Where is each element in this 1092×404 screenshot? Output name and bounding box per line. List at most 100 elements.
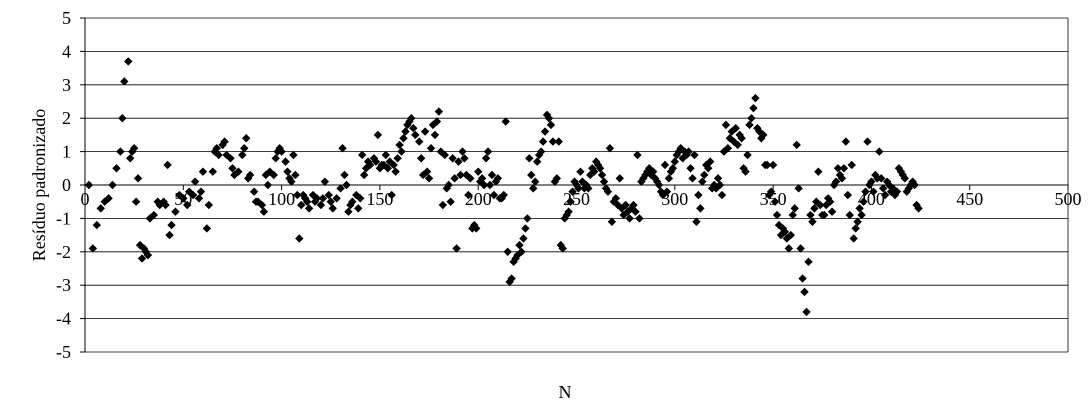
data-point (863, 137, 872, 146)
data-point (829, 180, 839, 190)
data-point (395, 140, 404, 150)
data-point (257, 200, 267, 210)
data-point (277, 147, 286, 156)
data-point (118, 114, 127, 123)
data-point (238, 150, 247, 160)
data-point (365, 160, 375, 170)
data-point (841, 137, 851, 146)
data-point (477, 174, 487, 183)
data-point (133, 174, 143, 183)
data-point (784, 244, 794, 253)
data-point (149, 210, 159, 220)
y-tick-label: -1 (56, 208, 71, 228)
data-point (837, 174, 847, 183)
data-point (135, 240, 145, 250)
data-point (808, 217, 817, 226)
data-point (344, 207, 353, 216)
data-point (536, 147, 546, 156)
data-point (487, 170, 497, 180)
data-point (713, 174, 723, 183)
data-point (878, 184, 888, 193)
data-point (458, 147, 467, 156)
data-point (686, 164, 695, 173)
x-axis-label: N (559, 382, 572, 402)
data-point (444, 180, 453, 190)
y-tick-label: 5 (62, 8, 71, 28)
data-point (409, 124, 418, 133)
data-point (416, 154, 426, 163)
data-point (198, 167, 208, 176)
data-point (865, 180, 874, 190)
data-point (283, 167, 292, 176)
data-point (833, 164, 843, 173)
data-point (753, 124, 762, 133)
data-point (871, 170, 880, 180)
data-point (354, 204, 363, 213)
data-point (302, 197, 312, 206)
data-point (507, 274, 516, 283)
data-point (564, 207, 573, 216)
data-point (798, 274, 807, 283)
data-point (688, 174, 697, 183)
data-point (778, 224, 788, 233)
data-point (434, 107, 444, 116)
data-point (782, 234, 792, 243)
y-tick-label: 0 (62, 175, 71, 195)
data-point (399, 134, 408, 143)
data-point (641, 170, 650, 180)
x-tick-label: 0 (81, 189, 90, 209)
data-point (635, 214, 644, 223)
data-point (338, 144, 347, 153)
data-point (104, 194, 113, 203)
data-point (605, 144, 615, 153)
data-point (599, 177, 609, 186)
data-point (371, 157, 381, 166)
data-point (804, 257, 813, 267)
data-point (853, 217, 862, 226)
data-point (631, 207, 640, 216)
data-point (562, 210, 571, 220)
data-point (415, 137, 424, 146)
data-point (727, 127, 737, 136)
data-point (558, 244, 567, 253)
data-point (393, 154, 402, 163)
y-axis-tick-labels: 5 4 3 2 1 0 -1 -2 -3 -4 -5 (56, 8, 85, 362)
data-point (705, 157, 715, 166)
data-point (584, 184, 593, 193)
data-point (593, 160, 603, 170)
data-point (898, 170, 908, 180)
data-point (576, 167, 585, 176)
data-point (820, 210, 829, 220)
data-points (84, 57, 923, 317)
data-point (719, 147, 729, 156)
data-point (869, 187, 878, 196)
y-tick-label: 1 (62, 142, 71, 162)
data-point (92, 220, 101, 230)
data-point (190, 177, 200, 186)
data-point (228, 164, 237, 173)
data-point (523, 214, 532, 223)
data-point (108, 180, 117, 190)
data-point (855, 204, 864, 213)
data-point (851, 224, 860, 233)
data-point (293, 190, 302, 200)
data-point (426, 144, 436, 153)
data-point (501, 117, 510, 126)
data-point (214, 150, 223, 160)
data-point (517, 247, 526, 256)
data-point (668, 164, 678, 173)
data-point (652, 177, 662, 186)
data-point (839, 164, 849, 173)
x-tick-label: 150 (366, 189, 393, 209)
data-point (129, 144, 139, 153)
data-point (194, 194, 204, 203)
data-point (768, 160, 778, 170)
data-point (220, 137, 229, 146)
data-point (892, 187, 902, 196)
data-point (702, 160, 711, 170)
y-tick-label: 2 (62, 108, 71, 128)
data-point (391, 167, 400, 176)
data-point (269, 170, 278, 180)
data-point (420, 127, 430, 136)
data-point (358, 150, 367, 160)
